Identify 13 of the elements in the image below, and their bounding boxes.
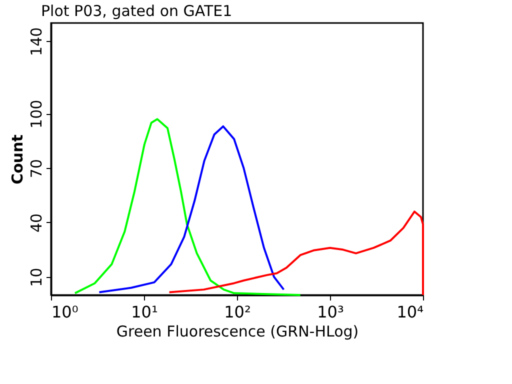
x-tick-label: 10² <box>224 302 251 322</box>
y-tick-label: 70 <box>28 159 46 178</box>
x-tick-label: 10³ <box>317 302 344 322</box>
y-axis-title: Count <box>8 134 26 184</box>
x-tick-label: 10⁴ <box>396 302 424 322</box>
x-tick-label: 10¹ <box>131 302 158 322</box>
y-tick-label: 10 <box>28 268 46 287</box>
y-tick-label: 100 <box>28 100 46 128</box>
x-axis-title: Green Fluorescence (GRN-HLog) <box>116 322 359 340</box>
chart-title: Plot P03, gated on GATE1 <box>41 2 232 20</box>
y-tick-label: 40 <box>28 213 46 233</box>
y-tick-label: 140 <box>28 27 46 56</box>
x-tick-label: 10⁰ <box>52 302 78 322</box>
